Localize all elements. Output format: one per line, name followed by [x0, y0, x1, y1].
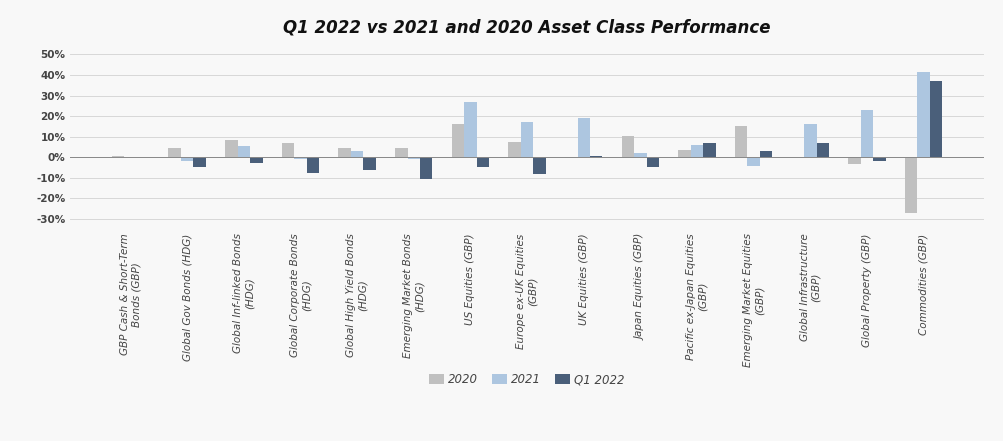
Bar: [533, 157, 546, 174]
Bar: [702, 143, 715, 157]
Bar: [476, 157, 488, 167]
Bar: [747, 157, 759, 165]
Bar: [294, 157, 306, 159]
Bar: [419, 157, 432, 179]
Bar: [181, 157, 194, 161]
Bar: [860, 110, 873, 157]
Bar: [306, 157, 319, 173]
Legend: 2020, 2021, Q1 2022: 2020, 2021, Q1 2022: [424, 369, 629, 391]
Bar: [338, 148, 351, 157]
Bar: [929, 81, 942, 157]
Bar: [690, 145, 702, 157]
Bar: [225, 140, 238, 157]
Bar: [803, 124, 815, 157]
Bar: [759, 151, 771, 157]
Bar: [577, 118, 590, 157]
Title: Q1 2022 vs 2021 and 2020 Asset Class Performance: Q1 2022 vs 2021 and 2020 Asset Class Per…: [283, 19, 770, 37]
Bar: [521, 122, 533, 157]
Bar: [508, 142, 521, 157]
Bar: [565, 157, 577, 158]
Bar: [351, 151, 363, 157]
Bar: [194, 157, 206, 167]
Bar: [363, 157, 375, 170]
Bar: [282, 143, 294, 157]
Bar: [395, 148, 407, 157]
Bar: [238, 146, 250, 157]
Bar: [848, 157, 860, 164]
Bar: [590, 156, 602, 157]
Bar: [873, 157, 885, 161]
Bar: [451, 124, 463, 157]
Bar: [250, 157, 262, 164]
Bar: [407, 157, 419, 159]
Bar: [111, 156, 124, 157]
Bar: [917, 72, 929, 157]
Bar: [815, 143, 828, 157]
Bar: [646, 157, 658, 167]
Bar: [463, 102, 476, 157]
Bar: [634, 153, 646, 157]
Bar: [904, 157, 917, 213]
Bar: [621, 136, 634, 157]
Bar: [678, 150, 690, 157]
Bar: [734, 127, 747, 157]
Bar: [169, 148, 181, 157]
